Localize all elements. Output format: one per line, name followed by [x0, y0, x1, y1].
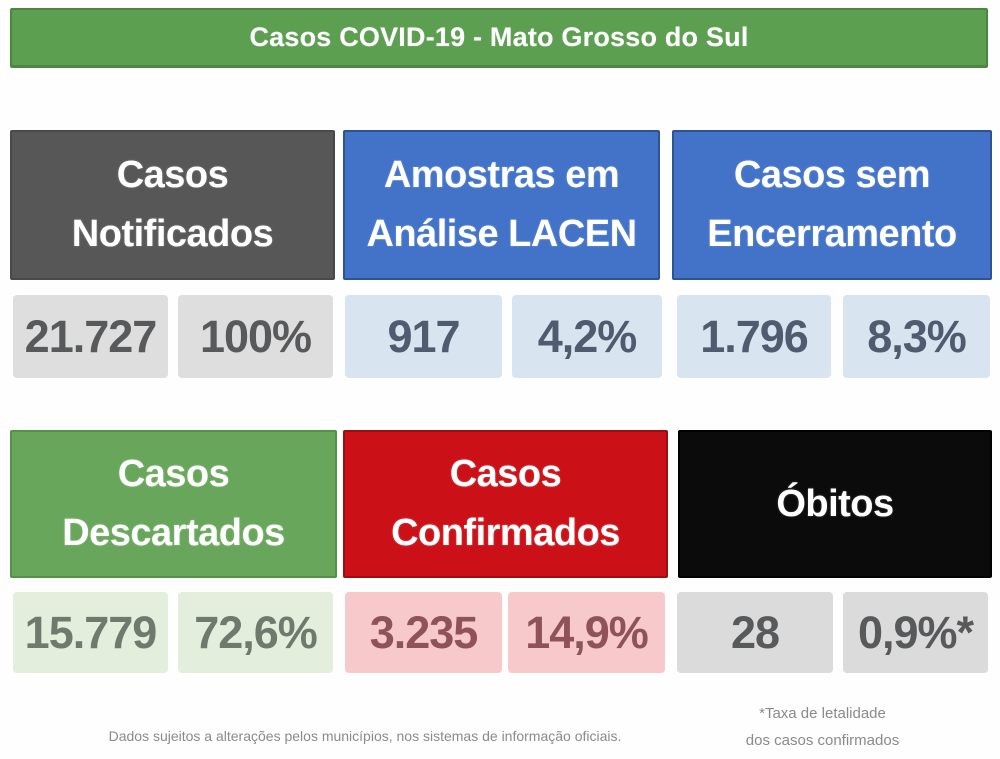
- card-title-casos-sem-encerramento: Casos sem Encerramento: [707, 154, 957, 255]
- value-text-amostras-analise-lacen: 917: [387, 310, 460, 362]
- percent-text-casos-confirmados: 14,9%: [525, 606, 649, 658]
- value-text-casos-descartados: 15.779: [24, 606, 158, 658]
- percent-casos-descartados: 72,6%: [178, 592, 333, 673]
- value-text-casos-confirmados: 3.235: [369, 606, 479, 658]
- value-text-casos-sem-encerramento: 1.796: [700, 310, 809, 362]
- value-casos-notificados: 21.727: [13, 295, 168, 378]
- percent-obitos: 0,9%*: [843, 592, 988, 673]
- footnote-lethality-rate: *Taxa de letalidade dos casos confirmado…: [745, 705, 900, 749]
- percent-text-amostras-analise-lacen: 4,2%: [537, 310, 638, 362]
- value-casos-confirmados: 3.235: [345, 592, 502, 673]
- percent-casos-confirmados: 14,9%: [508, 592, 665, 673]
- card-title-casos-confirmados: Casos Confirmados: [391, 453, 620, 554]
- value-text-casos-notificados: 21.727: [24, 310, 158, 362]
- percent-text-casos-descartados: 72,6%: [194, 606, 318, 658]
- card-title-amostras-analise-lacen: Amostras em Análise LACEN: [366, 154, 637, 255]
- card-header-casos-descartados: Casos Descartados: [10, 430, 337, 578]
- value-amostras-analise-lacen: 917: [345, 295, 502, 378]
- card-title-casos-descartados: Casos Descartados: [62, 453, 285, 554]
- value-text-obitos: 28: [730, 606, 780, 658]
- footnote-data-disclaimer: Dados sujeitos a alterações pelos municí…: [108, 728, 622, 744]
- card-header-casos-confirmados: Casos Confirmados: [343, 430, 668, 578]
- card-header-casos-sem-encerramento: Casos sem Encerramento: [672, 130, 992, 280]
- value-obitos: 28: [677, 592, 833, 673]
- card-header-casos-notificados: Casos Notificados: [10, 130, 335, 280]
- percent-casos-sem-encerramento: 8,3%: [843, 295, 990, 378]
- card-title-obitos: Óbitos: [776, 482, 894, 525]
- percent-text-casos-notificados: 100%: [199, 310, 312, 362]
- value-casos-descartados: 15.779: [13, 592, 168, 673]
- card-header-amostras-analise-lacen: Amostras em Análise LACEN: [343, 130, 660, 280]
- percent-amostras-analise-lacen: 4,2%: [512, 295, 662, 378]
- percent-text-casos-sem-encerramento: 8,3%: [867, 310, 967, 362]
- card-title-casos-notificados: Casos Notificados: [71, 154, 274, 255]
- card-header-obitos: Óbitos: [678, 430, 992, 578]
- page-title: Casos COVID-19 - Mato Grosso do Sul: [249, 22, 749, 52]
- percent-casos-notificados: 100%: [178, 295, 333, 378]
- value-casos-sem-encerramento: 1.796: [677, 295, 831, 378]
- percent-text-obitos: 0,9%*: [857, 606, 974, 658]
- title-bar: Casos COVID-19 - Mato Grosso do Sul: [10, 8, 988, 68]
